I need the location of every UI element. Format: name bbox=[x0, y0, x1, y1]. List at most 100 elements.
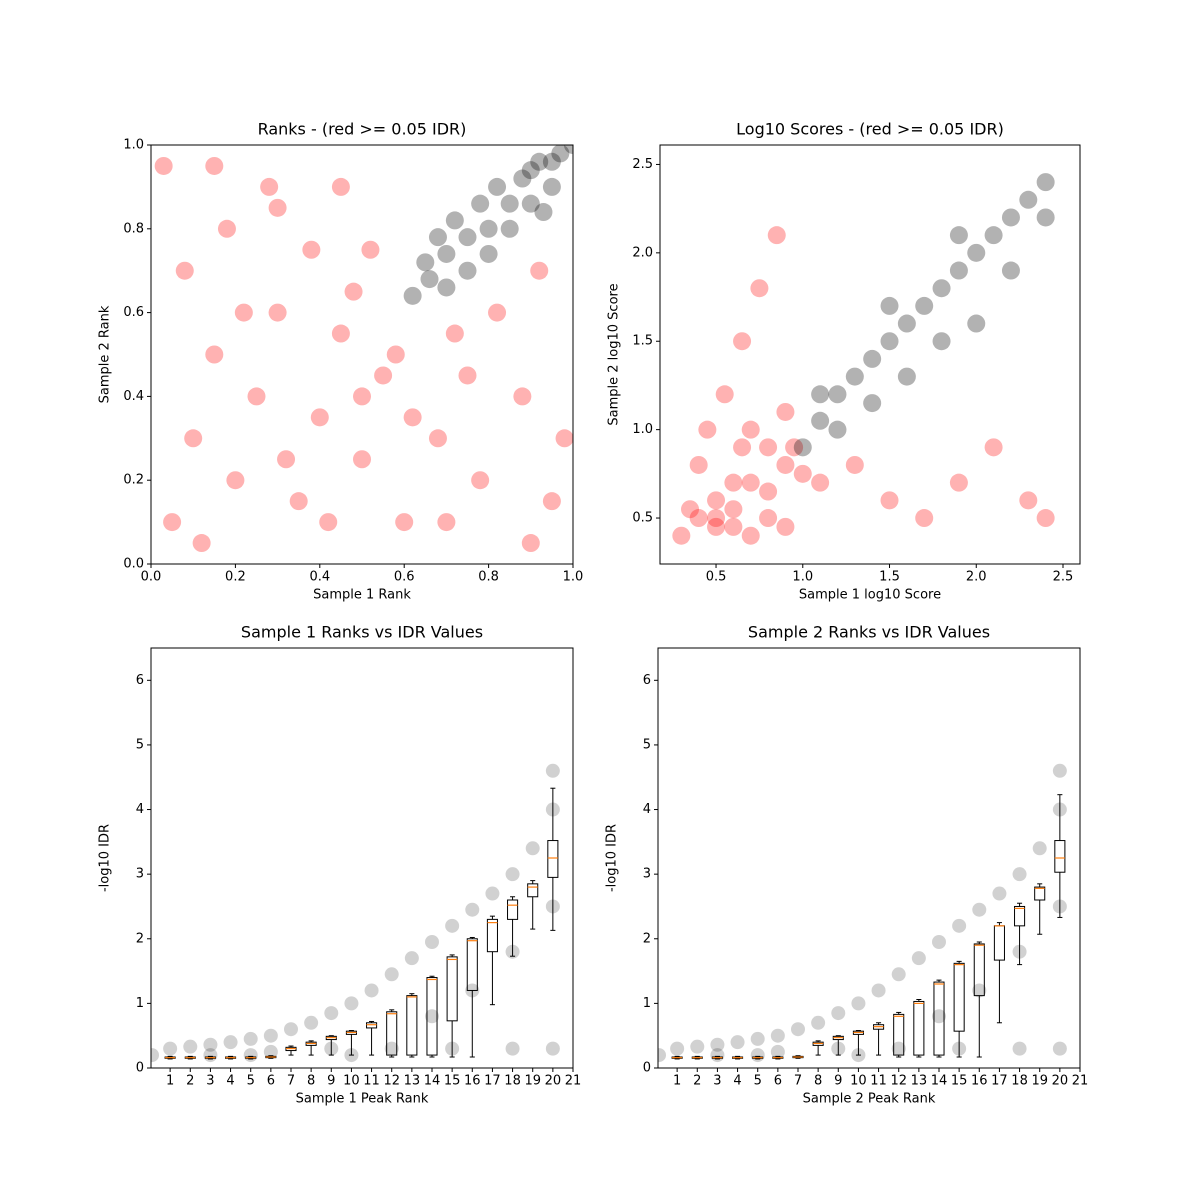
point bbox=[319, 513, 338, 532]
point bbox=[767, 226, 786, 245]
x-tick-label: 0.2 bbox=[225, 570, 246, 585]
point bbox=[374, 366, 393, 385]
x-tick-label: 11 bbox=[363, 1074, 380, 1089]
box bbox=[386, 1011, 398, 1056]
x-tick-label: 5 bbox=[754, 1074, 762, 1089]
point bbox=[724, 500, 743, 519]
box bbox=[406, 995, 418, 1056]
point bbox=[283, 1022, 298, 1037]
point bbox=[403, 408, 422, 427]
point bbox=[471, 194, 490, 213]
x-tick-label: 3 bbox=[713, 1074, 721, 1089]
point bbox=[915, 509, 934, 528]
y-tick-label: 2 bbox=[136, 931, 144, 946]
point bbox=[521, 534, 540, 553]
point bbox=[260, 177, 279, 196]
point bbox=[967, 243, 986, 262]
x-tick-label: 0.8 bbox=[478, 570, 499, 585]
box bbox=[1054, 840, 1066, 873]
point bbox=[776, 402, 795, 421]
point bbox=[967, 314, 986, 333]
x-axis-label: Sample 1 log10 Score bbox=[799, 588, 941, 603]
point bbox=[793, 438, 812, 457]
box bbox=[993, 925, 1005, 961]
point bbox=[458, 261, 477, 280]
point bbox=[724, 517, 743, 536]
x-tick-label: 1.0 bbox=[792, 570, 813, 585]
box bbox=[486, 918, 498, 953]
point bbox=[811, 385, 830, 404]
point bbox=[420, 270, 439, 289]
point bbox=[555, 429, 573, 448]
point bbox=[530, 261, 549, 280]
point bbox=[733, 332, 752, 351]
point bbox=[730, 1035, 745, 1050]
plot-area bbox=[154, 145, 573, 553]
x-tick-label: 7 bbox=[794, 1074, 802, 1089]
y-tick-label: 0.4 bbox=[123, 389, 144, 404]
point bbox=[880, 332, 899, 351]
axes-frame bbox=[150, 144, 574, 565]
point bbox=[424, 1009, 439, 1024]
point bbox=[505, 867, 520, 882]
axes-frame bbox=[657, 647, 1081, 1069]
point bbox=[395, 513, 414, 532]
point bbox=[192, 534, 211, 553]
y-tick-label: 1.0 bbox=[632, 422, 653, 437]
point bbox=[690, 1039, 705, 1054]
point bbox=[344, 282, 363, 301]
x-tick-label: 1 bbox=[673, 1074, 681, 1089]
point bbox=[203, 1037, 218, 1052]
x-tick-label: 16 bbox=[971, 1074, 988, 1089]
point bbox=[163, 1041, 178, 1056]
x-tick-label: 14 bbox=[424, 1074, 441, 1089]
point bbox=[310, 408, 329, 427]
x-axis-label: Sample 2 Peak Rank bbox=[803, 1092, 936, 1107]
x-tick-label: 4 bbox=[226, 1074, 234, 1089]
point bbox=[247, 387, 266, 406]
x-tick-label: 15 bbox=[951, 1074, 968, 1089]
y-tick-label: 6 bbox=[643, 673, 651, 688]
x-tick-label: 6 bbox=[774, 1074, 782, 1089]
y-tick-label: 0 bbox=[643, 1061, 651, 1076]
point bbox=[1012, 1041, 1027, 1056]
y-tick-label: 1.0 bbox=[123, 138, 144, 153]
point bbox=[790, 1022, 805, 1037]
point bbox=[542, 492, 561, 511]
point bbox=[845, 455, 864, 474]
x-tick-label: 19 bbox=[1031, 1074, 1048, 1089]
point bbox=[1036, 208, 1055, 227]
box bbox=[973, 943, 985, 997]
point bbox=[741, 526, 760, 545]
point bbox=[658, 1048, 667, 1063]
point bbox=[465, 902, 480, 917]
box bbox=[1014, 905, 1026, 927]
point bbox=[437, 278, 456, 297]
chart-title: Log10 Scores - (red >= 0.05 IDR) bbox=[736, 120, 1004, 139]
point bbox=[403, 286, 422, 305]
y-tick-label: 1 bbox=[136, 996, 144, 1011]
point bbox=[203, 1048, 218, 1063]
point bbox=[897, 367, 916, 386]
x-tick-label: 5 bbox=[247, 1074, 255, 1089]
point bbox=[268, 303, 287, 322]
point bbox=[793, 464, 812, 483]
point bbox=[724, 473, 743, 492]
point bbox=[485, 886, 500, 901]
point bbox=[525, 841, 540, 856]
point bbox=[1001, 261, 1020, 280]
point bbox=[707, 517, 726, 536]
x-tick-label: 18 bbox=[504, 1074, 521, 1089]
point bbox=[972, 983, 987, 998]
point bbox=[880, 491, 899, 510]
y-axis-label: -log10 IDR bbox=[605, 824, 620, 892]
point bbox=[263, 1044, 278, 1059]
point bbox=[972, 902, 987, 917]
point bbox=[750, 279, 769, 298]
box bbox=[547, 840, 559, 878]
chart-title: Ranks - (red >= 0.05 IDR) bbox=[258, 120, 467, 139]
point bbox=[505, 1041, 520, 1056]
plot-area bbox=[151, 763, 560, 1063]
point bbox=[384, 967, 399, 982]
